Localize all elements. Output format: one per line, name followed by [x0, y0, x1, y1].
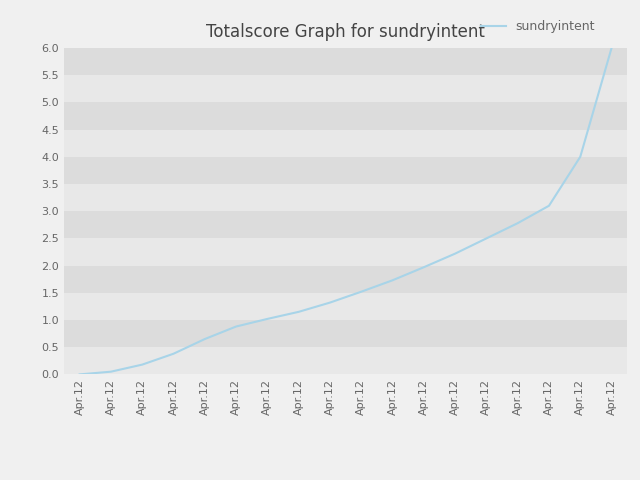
sundryintent [76, 372, 83, 377]
sundryintent [420, 264, 428, 270]
Bar [64, 211, 627, 239]
sundryintent [545, 203, 553, 209]
Bar [64, 48, 627, 75]
sundryintent [232, 324, 240, 329]
sundryintent [608, 45, 616, 51]
sundryintent [326, 300, 334, 305]
Title: Totalscore Graph for sundryintent: Totalscore Graph for sundryintent [206, 23, 485, 41]
Bar [64, 320, 627, 347]
Bar [64, 265, 627, 293]
sundryintent [357, 289, 365, 295]
Legend: sundryintent: sundryintent [476, 15, 600, 38]
sundryintent [264, 316, 271, 322]
sundryintent [201, 336, 209, 342]
sundryintent [451, 251, 459, 256]
sundryintent [295, 309, 303, 315]
Bar [64, 130, 627, 157]
sundryintent [138, 362, 146, 368]
Bar [64, 157, 627, 184]
Bar [64, 347, 627, 374]
Bar [64, 75, 627, 102]
Bar [64, 102, 627, 130]
sundryintent [170, 351, 177, 357]
Bar [64, 239, 627, 265]
sundryintent [577, 154, 584, 160]
sundryintent [107, 369, 115, 374]
Bar [64, 184, 627, 211]
sundryintent [388, 277, 396, 283]
Line: sundryintent: sundryintent [79, 48, 612, 374]
sundryintent [514, 220, 522, 226]
Bar [64, 293, 627, 320]
sundryintent [483, 236, 490, 241]
